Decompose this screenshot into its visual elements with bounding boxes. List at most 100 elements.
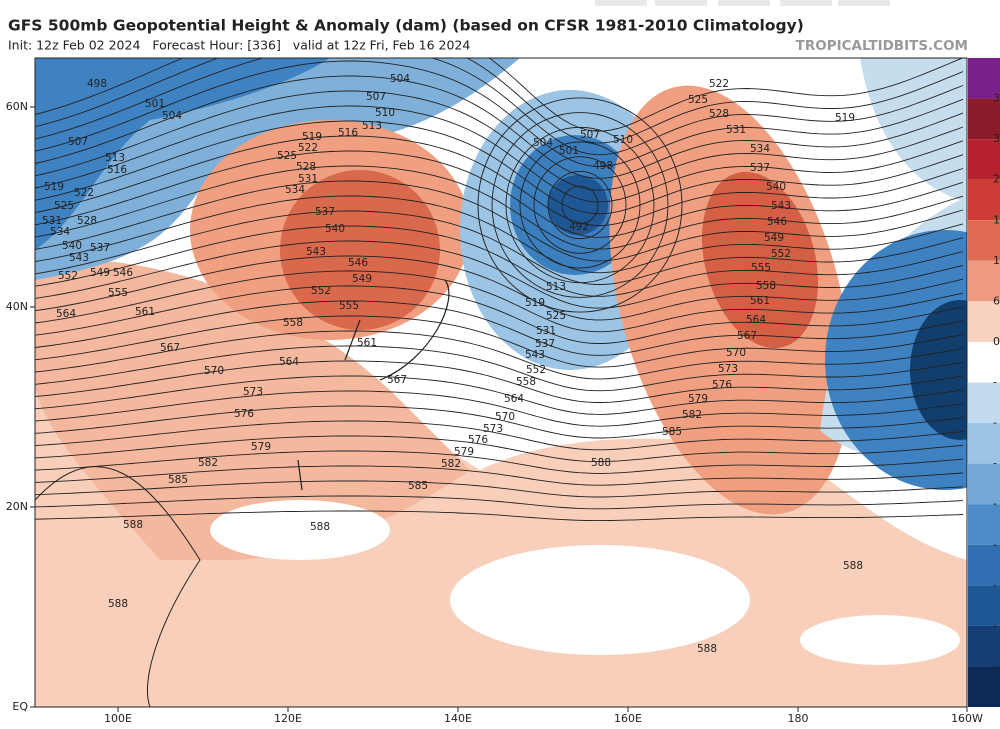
tool-button[interactable] (780, 0, 832, 6)
lon-label: 100E (104, 712, 132, 725)
colorbar-swatch (968, 423, 1000, 464)
contour-label: 567 (737, 330, 757, 342)
contour-label: 537 (750, 162, 770, 174)
colorbar-label: - (993, 659, 997, 672)
contour-label: 534 (50, 226, 70, 238)
colorbar-label: 0 (993, 335, 1000, 348)
colorbar-label: 3 (993, 132, 1000, 145)
contour-label: 501 (145, 98, 165, 110)
contour-label: 537 (315, 206, 335, 218)
contour-label: 507 (580, 129, 600, 141)
contour-label: 504 (533, 137, 553, 149)
contour-line (35, 58, 964, 132)
contour-line (35, 210, 964, 285)
contour-line (35, 330, 964, 380)
height-contours (35, 58, 964, 522)
contour-label: 513 (362, 120, 382, 132)
contour-line (35, 58, 964, 156)
lat-label: 60N (6, 100, 28, 113)
contour-line (533, 156, 627, 254)
contour-line (35, 90, 964, 191)
contour-label: 513 (105, 152, 125, 164)
contour-label: 540 (766, 181, 786, 193)
lon-label: 160E (614, 712, 642, 725)
tool-button[interactable] (655, 0, 707, 6)
colorbar-label: - (993, 619, 997, 632)
contour-label: 546 (767, 216, 787, 228)
colorbar-label: - (993, 578, 997, 591)
contour-label: 564 (504, 393, 524, 405)
contour-label: 522 (298, 142, 318, 154)
colorbar-swatch (968, 666, 1000, 707)
contour-label: 528 (77, 215, 97, 227)
lon-label: 180 (788, 712, 809, 725)
toolbar (595, 0, 890, 6)
contour-line (35, 360, 964, 403)
colorbar-label: 1 (993, 254, 1000, 267)
contour-label: 588 (310, 521, 330, 533)
contour-label: 498 (593, 160, 613, 172)
contour-label: 561 (750, 295, 770, 307)
map-frame (34, 57, 968, 708)
tool-button[interactable] (838, 0, 890, 6)
contour-label: 555 (339, 300, 359, 312)
contour-label: 492 (569, 221, 589, 233)
contour-label: 516 (107, 164, 127, 176)
contour-label: 564 (56, 308, 76, 320)
contour-label: 546 (348, 257, 368, 269)
contour-label: 531 (536, 325, 556, 337)
contour-label: 561 (135, 306, 155, 318)
contour-label: 588 (108, 598, 128, 610)
contour-label: 576 (468, 434, 488, 446)
contour-line (35, 195, 964, 274)
contour-label: 510 (613, 134, 633, 146)
contour-label: 528 (296, 161, 316, 173)
contour-label: 567 (387, 374, 407, 386)
lat-label: 20N (6, 500, 28, 513)
contour-line (35, 135, 964, 226)
contour-line (35, 150, 964, 238)
contour-label: 543 (306, 246, 326, 258)
contour-label: 582 (441, 458, 461, 470)
contour-label: 552 (58, 270, 78, 282)
contour-line (477, 97, 683, 313)
colorbar-swatch (968, 625, 1000, 667)
contour-label: 576 (234, 408, 254, 420)
contour-label: 576 (712, 379, 732, 391)
contour-line (35, 420, 964, 451)
colorbar-swatch (968, 341, 1000, 383)
colorbar-swatch (968, 585, 1000, 626)
contour-line (35, 375, 964, 415)
contour-label: 525 (688, 94, 708, 106)
contour-label: 519 (44, 181, 64, 193)
contour-label: 519 (302, 131, 322, 143)
colorbar-label: - (993, 376, 997, 389)
contour-label: 543 (525, 349, 545, 361)
tool-button[interactable] (718, 0, 770, 6)
contour-line (35, 165, 964, 250)
contour-label: 564 (279, 356, 299, 368)
contour-label: 588 (123, 519, 143, 531)
contour-line (35, 390, 964, 427)
colorbar-label: - (993, 457, 997, 470)
contour-label: 552 (771, 248, 791, 260)
contour-label: 534 (750, 143, 770, 155)
lat-label: 40N (6, 300, 28, 313)
colorbar-swatch (968, 301, 1000, 342)
contour-label: 519 (525, 297, 545, 309)
contour-line (35, 105, 964, 203)
tool-button[interactable] (595, 0, 647, 6)
contour-label: 528 (709, 108, 729, 120)
contour-line (35, 450, 964, 474)
contour-label: 504 (162, 110, 182, 122)
anomaly-positive-light (35, 258, 470, 560)
colorbar-label: 6 (993, 294, 1000, 307)
contour-label: 570 (204, 365, 224, 377)
contour-line (35, 465, 964, 486)
lon-label: 160W (951, 712, 983, 725)
anomaly-neutral (800, 615, 960, 665)
anomaly-positive-strong (701, 171, 819, 349)
contour-label: 573 (243, 386, 263, 398)
